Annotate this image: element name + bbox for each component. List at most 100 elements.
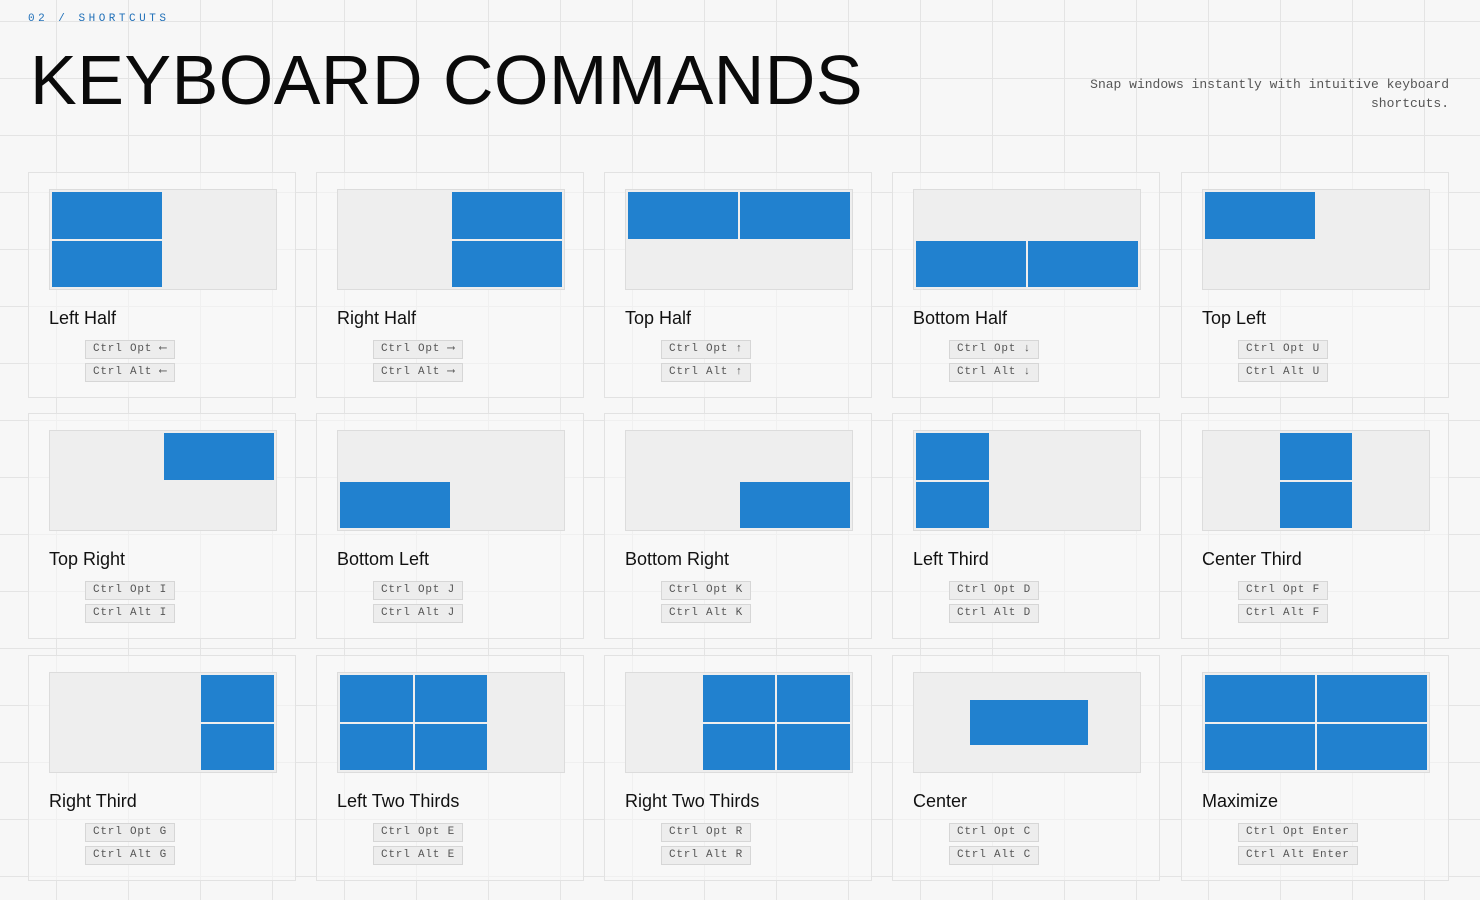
command-card[interactable]: Top Half Ctrl Opt ↑ Ctrl Alt ↑	[604, 172, 872, 398]
command-name: Bottom Left	[337, 549, 430, 569]
window-tile	[1317, 675, 1427, 722]
shortcut-key: Ctrl Alt C	[949, 846, 1040, 865]
shortcut-key: Ctrl Opt K	[661, 581, 752, 600]
shortcut-key: Ctrl Alt ↓	[949, 363, 1040, 382]
shortcut-key: Ctrl Opt C	[949, 823, 1040, 842]
window-tile	[452, 240, 562, 287]
window-tile	[1205, 192, 1315, 239]
command-card[interactable]: Right Two Thirds Ctrl Opt R Ctrl Alt R	[604, 655, 872, 881]
window-tile	[1317, 723, 1427, 770]
page-title: KEYBOARD COMMANDS	[30, 41, 864, 119]
layout-preview	[625, 430, 853, 531]
shortcut-key: Ctrl Alt R	[661, 846, 752, 865]
command-name: Left Two Thirds	[337, 791, 460, 811]
layout-preview	[1202, 189, 1430, 290]
command-name: Left Third	[913, 549, 989, 569]
window-tile	[1028, 240, 1138, 287]
layout-preview	[337, 430, 565, 531]
shortcut-key: Ctrl Opt D	[949, 581, 1040, 600]
layout-preview	[49, 189, 277, 290]
command-card[interactable]: Left Third Ctrl Opt D Ctrl Alt D	[892, 413, 1160, 639]
command-name: Right Two Thirds	[625, 791, 760, 811]
command-card[interactable]: Bottom Right Ctrl Opt K Ctrl Alt K	[604, 413, 872, 639]
command-card[interactable]: Top Left Ctrl Opt U Ctrl Alt U	[1181, 172, 1449, 398]
window-tile	[703, 675, 775, 722]
command-name: Top Right	[49, 549, 126, 569]
layout-preview	[625, 672, 853, 773]
layout-preview	[913, 672, 1141, 773]
window-tile	[777, 723, 850, 770]
shortcut-key: Ctrl Alt K	[661, 604, 752, 623]
layout-preview	[49, 430, 277, 531]
shortcut-key: Ctrl Alt J	[373, 604, 464, 623]
command-card[interactable]: Right Third Ctrl Opt G Ctrl Alt G	[28, 655, 296, 881]
shortcut-key: Ctrl Alt Enter	[1238, 846, 1358, 865]
window-tile	[415, 723, 487, 770]
command-card[interactable]: Center Third Ctrl Opt F Ctrl Alt F	[1181, 413, 1449, 639]
window-tile	[740, 481, 850, 528]
layout-preview	[913, 189, 1141, 290]
window-tile	[970, 699, 1089, 746]
command-name: Top Left	[1202, 308, 1267, 328]
shortcut-key: Ctrl Opt ↓	[949, 340, 1040, 359]
command-card[interactable]: Bottom Left Ctrl Opt J Ctrl Alt J	[316, 413, 584, 639]
window-tile	[916, 481, 989, 528]
layout-preview	[1202, 430, 1430, 531]
command-card[interactable]: Center Ctrl Opt C Ctrl Alt C	[892, 655, 1160, 881]
shortcut-key: Ctrl Alt U	[1238, 363, 1329, 382]
window-tile	[201, 723, 274, 770]
shortcut-key: Ctrl Opt G	[85, 823, 176, 842]
command-name: Bottom Right	[625, 549, 730, 569]
shortcut-key: Ctrl Alt ↑	[661, 363, 752, 382]
shortcut-key: Ctrl Opt E	[373, 823, 464, 842]
layout-preview	[337, 189, 565, 290]
command-name: Top Half	[625, 308, 692, 328]
command-card[interactable]: Top Right Ctrl Opt I Ctrl Alt I	[28, 413, 296, 639]
window-tile	[201, 675, 274, 722]
command-name: Right Third	[49, 791, 137, 811]
command-name: Right Half	[337, 308, 417, 328]
window-tile	[1280, 481, 1352, 528]
window-tile	[703, 723, 775, 770]
shortcut-key: Ctrl Alt ⟵	[85, 363, 176, 382]
window-tile	[628, 192, 738, 239]
command-card[interactable]: Maximize Ctrl Opt Enter Ctrl Alt Enter	[1181, 655, 1449, 881]
shortcut-key: Ctrl Opt I	[85, 581, 176, 600]
window-tile	[340, 675, 413, 722]
window-tile	[340, 481, 450, 528]
layout-preview	[913, 430, 1141, 531]
window-tile	[52, 240, 162, 287]
shortcut-key: Ctrl Opt R	[661, 823, 752, 842]
window-tile	[740, 192, 850, 239]
shortcut-key: Ctrl Opt F	[1238, 581, 1329, 600]
command-name: Left Half	[49, 308, 117, 328]
layout-preview	[1202, 672, 1430, 773]
shortcut-key: Ctrl Opt U	[1238, 340, 1329, 359]
shortcut-key: Ctrl Opt J	[373, 581, 464, 600]
window-tile	[415, 675, 487, 722]
command-name: Maximize	[1202, 791, 1279, 811]
window-tile	[452, 192, 562, 239]
shortcut-key: Ctrl Alt G	[85, 846, 176, 865]
page-subtitle: Snap windows instantly with intuitive ke…	[1090, 77, 1449, 111]
command-name: Center Third	[1202, 549, 1302, 569]
window-tile	[340, 723, 413, 770]
window-tile	[916, 240, 1026, 287]
command-name: Bottom Half	[913, 308, 1008, 328]
window-tile	[1205, 675, 1315, 722]
window-tile	[1205, 723, 1315, 770]
command-card[interactable]: Right Half Ctrl Opt ⟶ Ctrl Alt ⟶	[316, 172, 584, 398]
command-card[interactable]: Left Half Ctrl Opt ⟵ Ctrl Alt ⟵	[28, 172, 296, 398]
window-tile	[52, 192, 162, 239]
shortcut-key: Ctrl Opt ↑	[661, 340, 752, 359]
shortcut-key: Ctrl Opt ⟵	[85, 340, 176, 359]
command-name: Center	[913, 791, 968, 811]
window-tile	[777, 675, 850, 722]
window-tile	[164, 433, 274, 480]
shortcut-key: Ctrl Alt ⟶	[373, 363, 464, 382]
window-tile	[916, 433, 989, 480]
command-card[interactable]: Bottom Half Ctrl Opt ↓ Ctrl Alt ↓	[892, 172, 1160, 398]
shortcut-key: Ctrl Alt E	[373, 846, 464, 865]
window-tile	[1280, 433, 1352, 480]
command-card[interactable]: Left Two Thirds Ctrl Opt E Ctrl Alt E	[316, 655, 584, 881]
